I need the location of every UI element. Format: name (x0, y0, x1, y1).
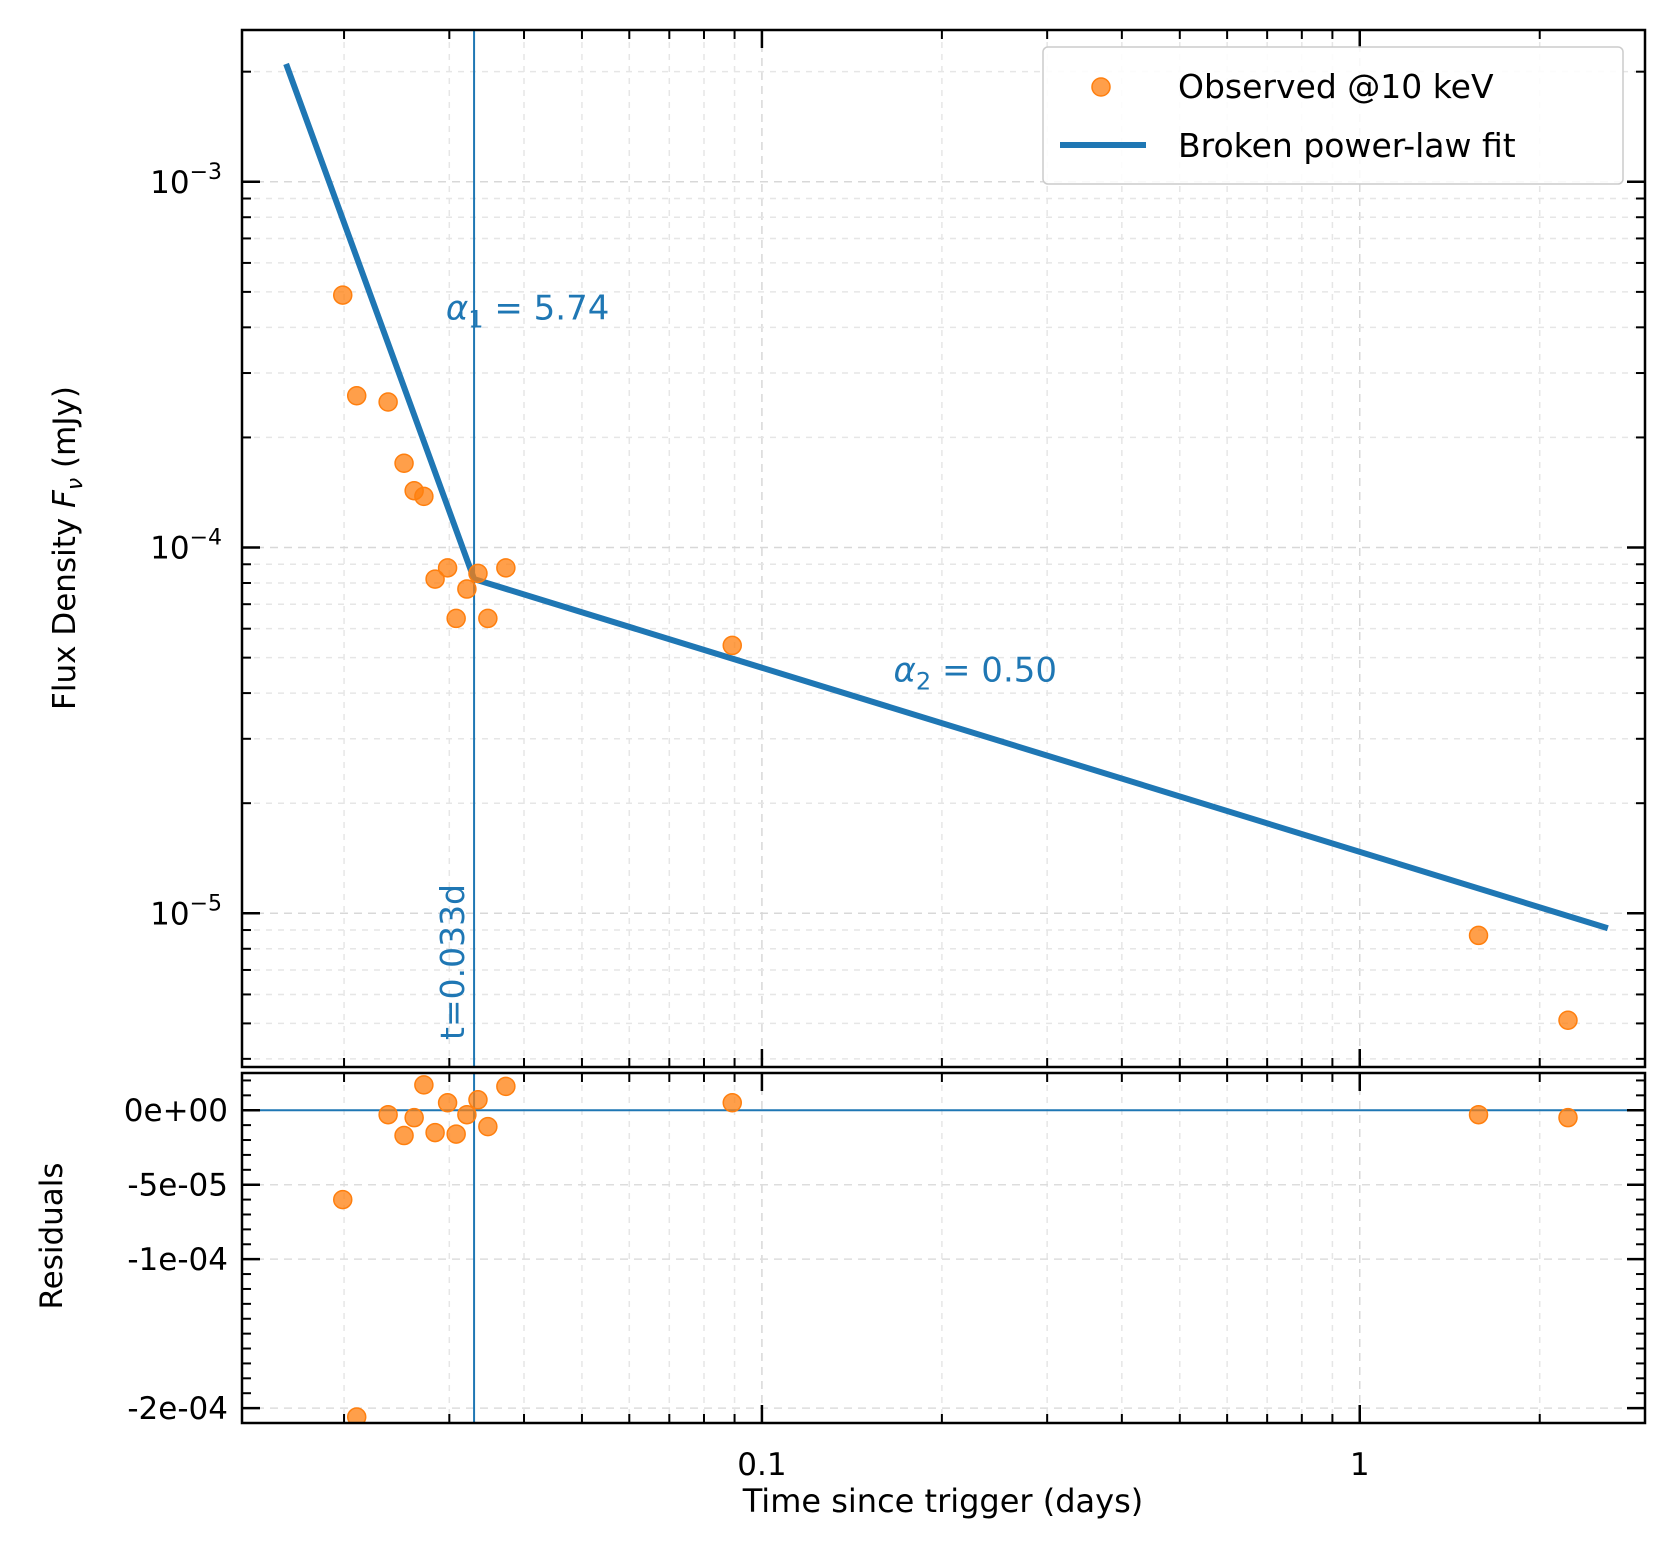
legend-fit-label: Broken power-law fit (1178, 126, 1516, 165)
slope-annotation-symbol: α (894, 651, 916, 691)
residual-y-tick-label: -1e-04 (127, 1242, 228, 1278)
legend-observed-marker (1091, 77, 1111, 97)
legend-observed-label: Observed @10 keV (1178, 67, 1494, 106)
observed-point (722, 635, 742, 656)
y-tick-label-exponent: −3 (190, 160, 222, 185)
slope-annotation-subscript: 1 (468, 306, 483, 334)
residual-y-tick-label: 0e+00 (124, 1093, 228, 1129)
y-axis-label-symbol: F (47, 489, 83, 508)
slope-annotation: α1 = 5.74 (446, 289, 610, 334)
y-tick-label-exponent: −5 (190, 891, 222, 916)
residual-point (404, 1107, 424, 1128)
y-axis-label-suffix: (mJy) (47, 386, 83, 478)
y-tick-label: 10−4 (150, 526, 222, 567)
observed-point (394, 453, 414, 474)
x-axis-label: Time since trigger (days) (742, 1482, 1144, 1520)
observed-point (457, 579, 477, 599)
y-tick-label-base: 10 (150, 896, 189, 932)
residual-point (425, 1122, 445, 1143)
y-axis-label: Flux Density Fν (mJy) (47, 386, 88, 710)
observed-point (378, 392, 398, 412)
y-tick-label-base: 10 (150, 165, 189, 201)
observed-point (414, 486, 434, 507)
observed-point (332, 285, 353, 305)
slope-annotation-value: = 0.50 (931, 651, 1057, 691)
residual-point (446, 1124, 466, 1144)
observed-point (446, 608, 466, 629)
residual-y-tick-labels: 0e+00 -5e-05 -1e-04 -2e-04 (124, 1093, 228, 1427)
slope-annotation-subscript: 2 (916, 668, 931, 696)
residual-point (722, 1093, 742, 1113)
residual-point (1468, 1104, 1489, 1125)
slope-annotation-symbol: α (446, 289, 468, 329)
residual-point (394, 1125, 414, 1146)
residual-point (478, 1116, 498, 1137)
main-grid (242, 30, 1645, 1067)
slope-annotation: α2 = 0.50 (894, 651, 1058, 696)
y-tick-label: 10−3 (150, 160, 222, 201)
residual-point (414, 1075, 434, 1095)
x-tick-label: 1 (1350, 1447, 1370, 1483)
residual-point (457, 1104, 477, 1125)
observed-point (425, 569, 445, 589)
observed-point (1468, 925, 1489, 946)
y-tick-label: 10−5 (150, 891, 222, 932)
residual-y-axis-label: Residuals (34, 1162, 70, 1309)
x-tick-labels: 0.1 1 (737, 1447, 1369, 1483)
x-tick-label: 0.1 (737, 1447, 786, 1483)
residual-point (346, 1407, 367, 1423)
residual-point (1558, 1107, 1578, 1128)
residual-point (496, 1076, 516, 1097)
observed-point (437, 558, 458, 578)
observed-point (496, 558, 516, 578)
residual-panel: 0e+00-5e-05-1e-04-2e-04 0.1 1 Residuals T… (34, 1071, 1647, 1520)
residual-point (378, 1104, 398, 1125)
residual-frame (240, 1071, 1647, 1425)
slope-annotation-value: = 5.74 (484, 289, 610, 329)
main-plot-area (283, 30, 1609, 1067)
main-ticks (242, 30, 1645, 1067)
break-label: t=0.033d (433, 884, 472, 1040)
y-tick-label-exponent: −4 (190, 526, 222, 551)
residual-plot-area (242, 1073, 1645, 1423)
y-tick-label-base: 10 (150, 531, 189, 567)
residual-point (437, 1093, 458, 1113)
residual-point (468, 1090, 488, 1110)
residual-ticks (242, 1073, 1645, 1424)
main-y-tick-labels: 10−310−410−5 (150, 160, 222, 933)
observed-point (478, 608, 498, 629)
y-axis-label-prefix: Flux Density (47, 508, 83, 710)
legend: Observed @10 keV Broken power-law fit (1042, 46, 1624, 185)
y-axis-label-subscript: ν (63, 478, 88, 490)
observed-point (346, 386, 367, 406)
residual-y-tick-label: -2e-04 (127, 1391, 228, 1427)
legend-frame (1042, 46, 1624, 185)
main-frame (240, 28, 1647, 1069)
residual-y-tick-label: -5e-05 (127, 1168, 228, 1204)
residual-point (332, 1189, 353, 1210)
observed-point (1558, 1010, 1578, 1031)
observed-point (468, 563, 488, 584)
